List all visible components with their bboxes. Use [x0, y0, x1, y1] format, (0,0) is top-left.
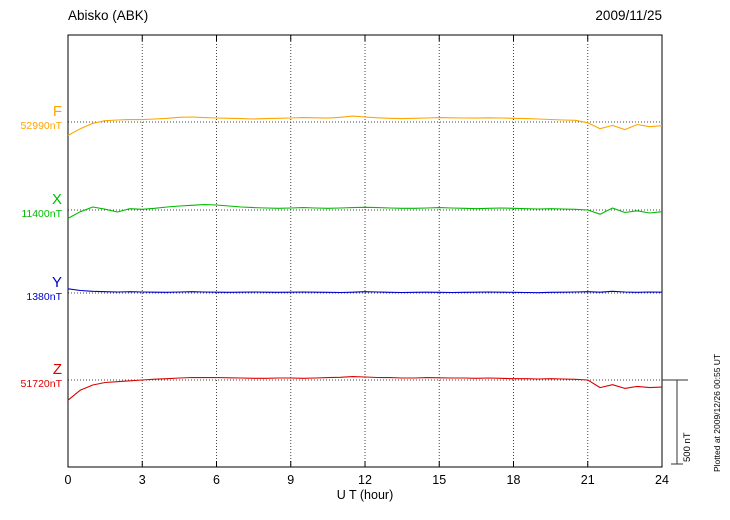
trace-F	[67, 115, 663, 136]
channel-letter-X: X	[51, 191, 62, 208]
plot-border	[67, 34, 663, 468]
x-tick-label-0: 0	[65, 473, 72, 487]
plotted-at-label: Plotted at 2009/12/26 00:55 UT	[712, 353, 722, 472]
channel-baseline-X: 11400nT	[21, 208, 62, 221]
x-tick-label-12: 12	[358, 473, 372, 487]
channel-letter-Y: Y	[51, 274, 62, 291]
x-axis-label: U T (hour)	[336, 488, 394, 502]
trace-Z	[67, 376, 663, 401]
trace-X	[67, 204, 663, 219]
channel-letter-F: F	[52, 103, 62, 120]
station-title: Abisko (ABK)	[68, 8, 149, 23]
channel-label-Y: Y 1380nT	[2, 274, 62, 303]
channel-baseline-Y: 1380nT	[26, 291, 62, 304]
channel-label-X: X 11400nT	[2, 191, 62, 220]
channel-letter-Z: Z	[52, 361, 62, 378]
channel-label-Z: Z 51720nT	[2, 361, 62, 390]
x-tick-label-21: 21	[581, 473, 595, 487]
date-label: 2009/11/25	[595, 8, 662, 23]
trace-Y	[67, 288, 663, 294]
x-tick-label-15: 15	[432, 473, 446, 487]
channel-baseline-Z: 51720nT	[20, 378, 62, 391]
x-tick-label-9: 9	[287, 473, 294, 487]
channel-baseline-F: 52990nT	[20, 120, 62, 133]
x-tick-label-6: 6	[213, 473, 220, 487]
scalebar-label: 500 nT	[682, 432, 693, 462]
x-tick-label-24: 24	[655, 473, 669, 487]
x-tick-label-3: 3	[139, 473, 146, 487]
channel-label-F: F 52990nT	[2, 103, 62, 132]
x-tick-label-18: 18	[507, 473, 521, 487]
